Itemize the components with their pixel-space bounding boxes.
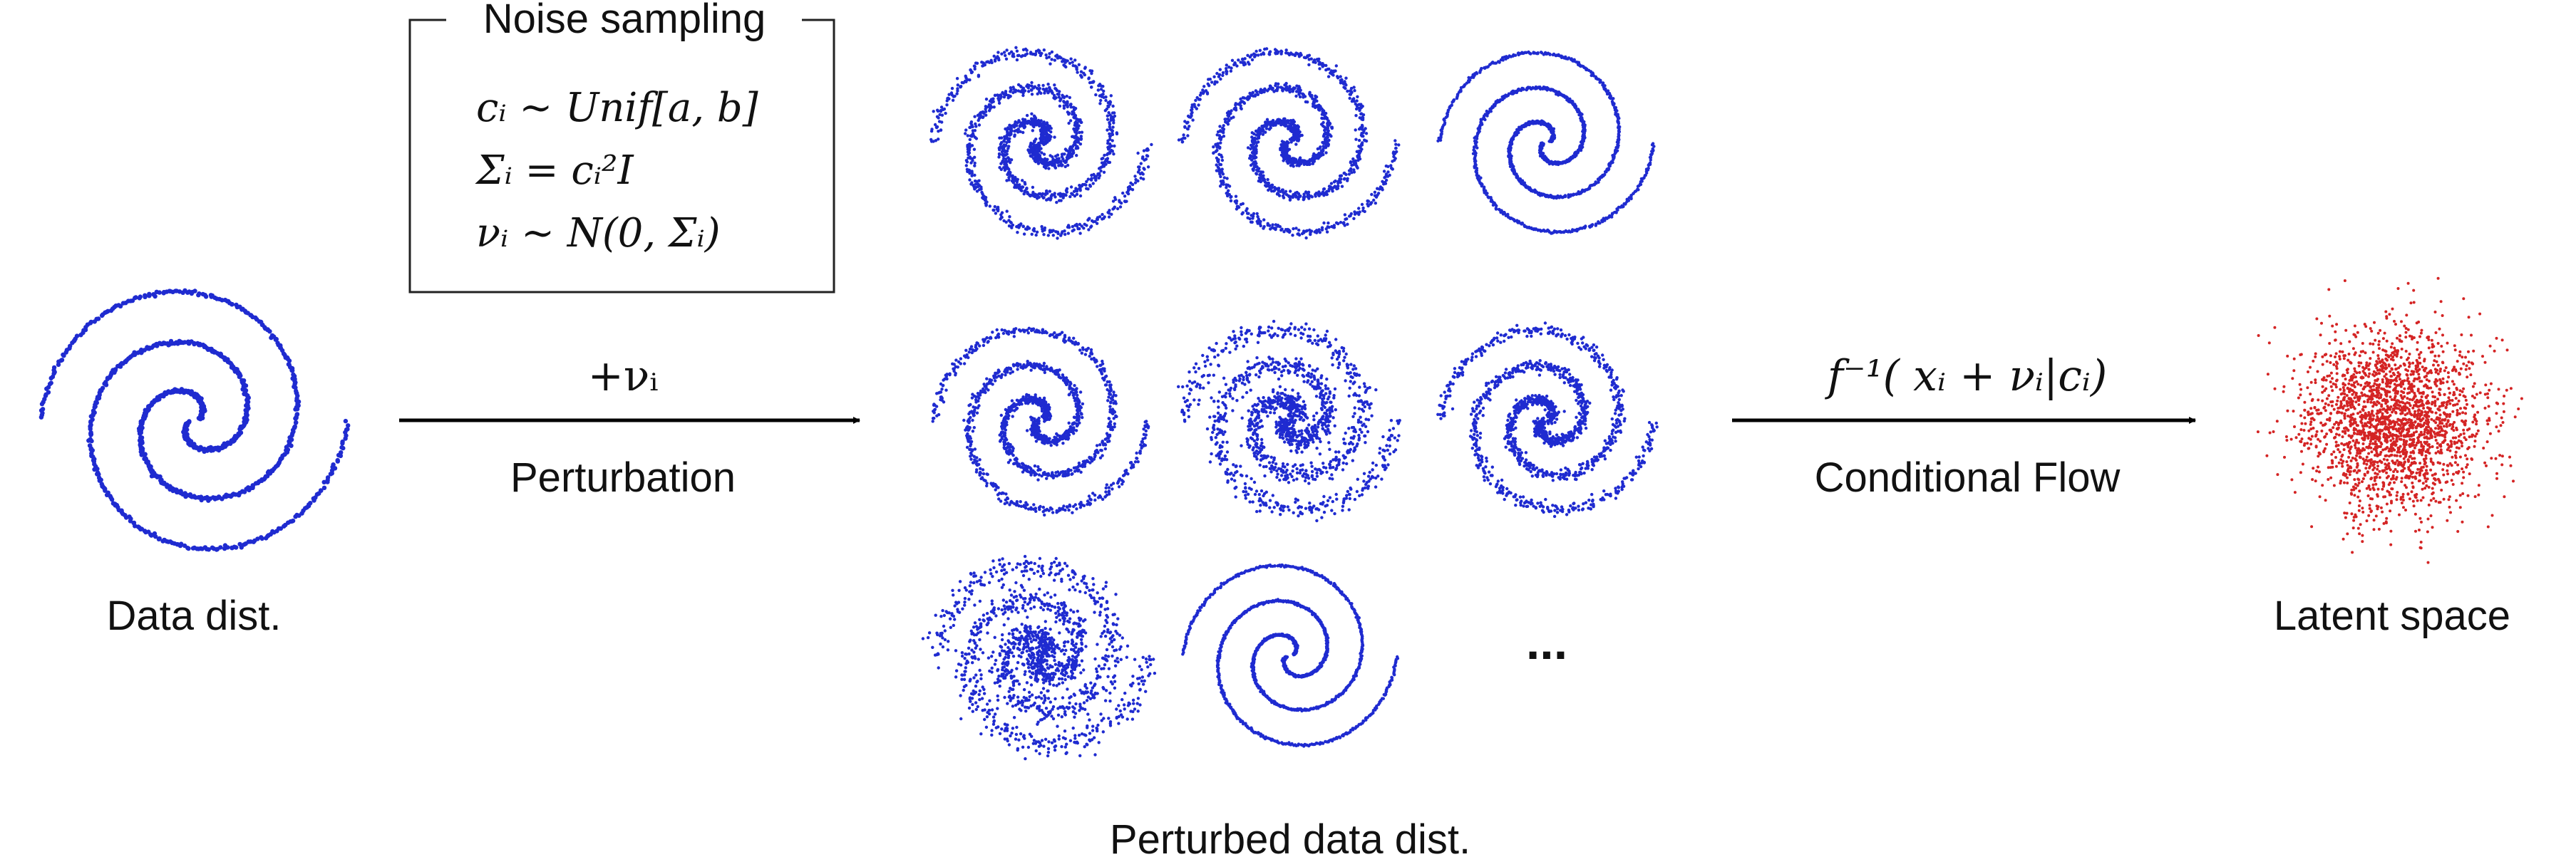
noise-eq-sigma: Σᵢ = cᵢ²I xyxy=(475,147,634,194)
perturbed-spiral-7 xyxy=(921,554,1157,761)
flow-formula: f⁻¹( xᵢ + νᵢ|cᵢ) xyxy=(1825,351,2108,401)
latent-gaussian-cloud xyxy=(2256,276,2523,564)
perturbation-label: Perturbation xyxy=(510,455,736,501)
perturbed-spiral-2 xyxy=(1177,47,1401,240)
perturbed-spiral-8 xyxy=(1181,563,1400,748)
perturbed-spiral-6 xyxy=(1436,321,1659,519)
data-dist-label: Data dist. xyxy=(107,593,282,639)
perturbed-spiral-3 xyxy=(1436,50,1656,235)
perturbed-spiral-1 xyxy=(929,46,1153,240)
ellipsis: ... xyxy=(1526,614,1567,670)
noise-eq-unif: cᵢ ~ Unif[a, b] xyxy=(476,85,758,131)
noise-eq-nu: νᵢ ~ N(0, Σᵢ) xyxy=(476,210,721,256)
data-dist-spiral xyxy=(38,288,351,552)
noise-sampling-box: Noise sampling cᵢ ~ Unif[a, b] Σᵢ = cᵢ²I… xyxy=(408,0,835,294)
noise-box-title: Noise sampling xyxy=(483,0,766,42)
perturbation-formula: +νᵢ xyxy=(588,351,659,401)
perturbed-spiral-5 xyxy=(1177,319,1401,523)
perturbed-dist-label: Perturbed data dist. xyxy=(1110,816,1470,857)
perturbed-spirals-grid xyxy=(921,46,1659,761)
conditional-flow-label: Conditional Flow xyxy=(1815,455,2121,501)
perturbed-spiral-4 xyxy=(931,326,1150,517)
latent-space-label: Latent space xyxy=(2274,593,2510,639)
noise-box-border xyxy=(408,19,835,294)
